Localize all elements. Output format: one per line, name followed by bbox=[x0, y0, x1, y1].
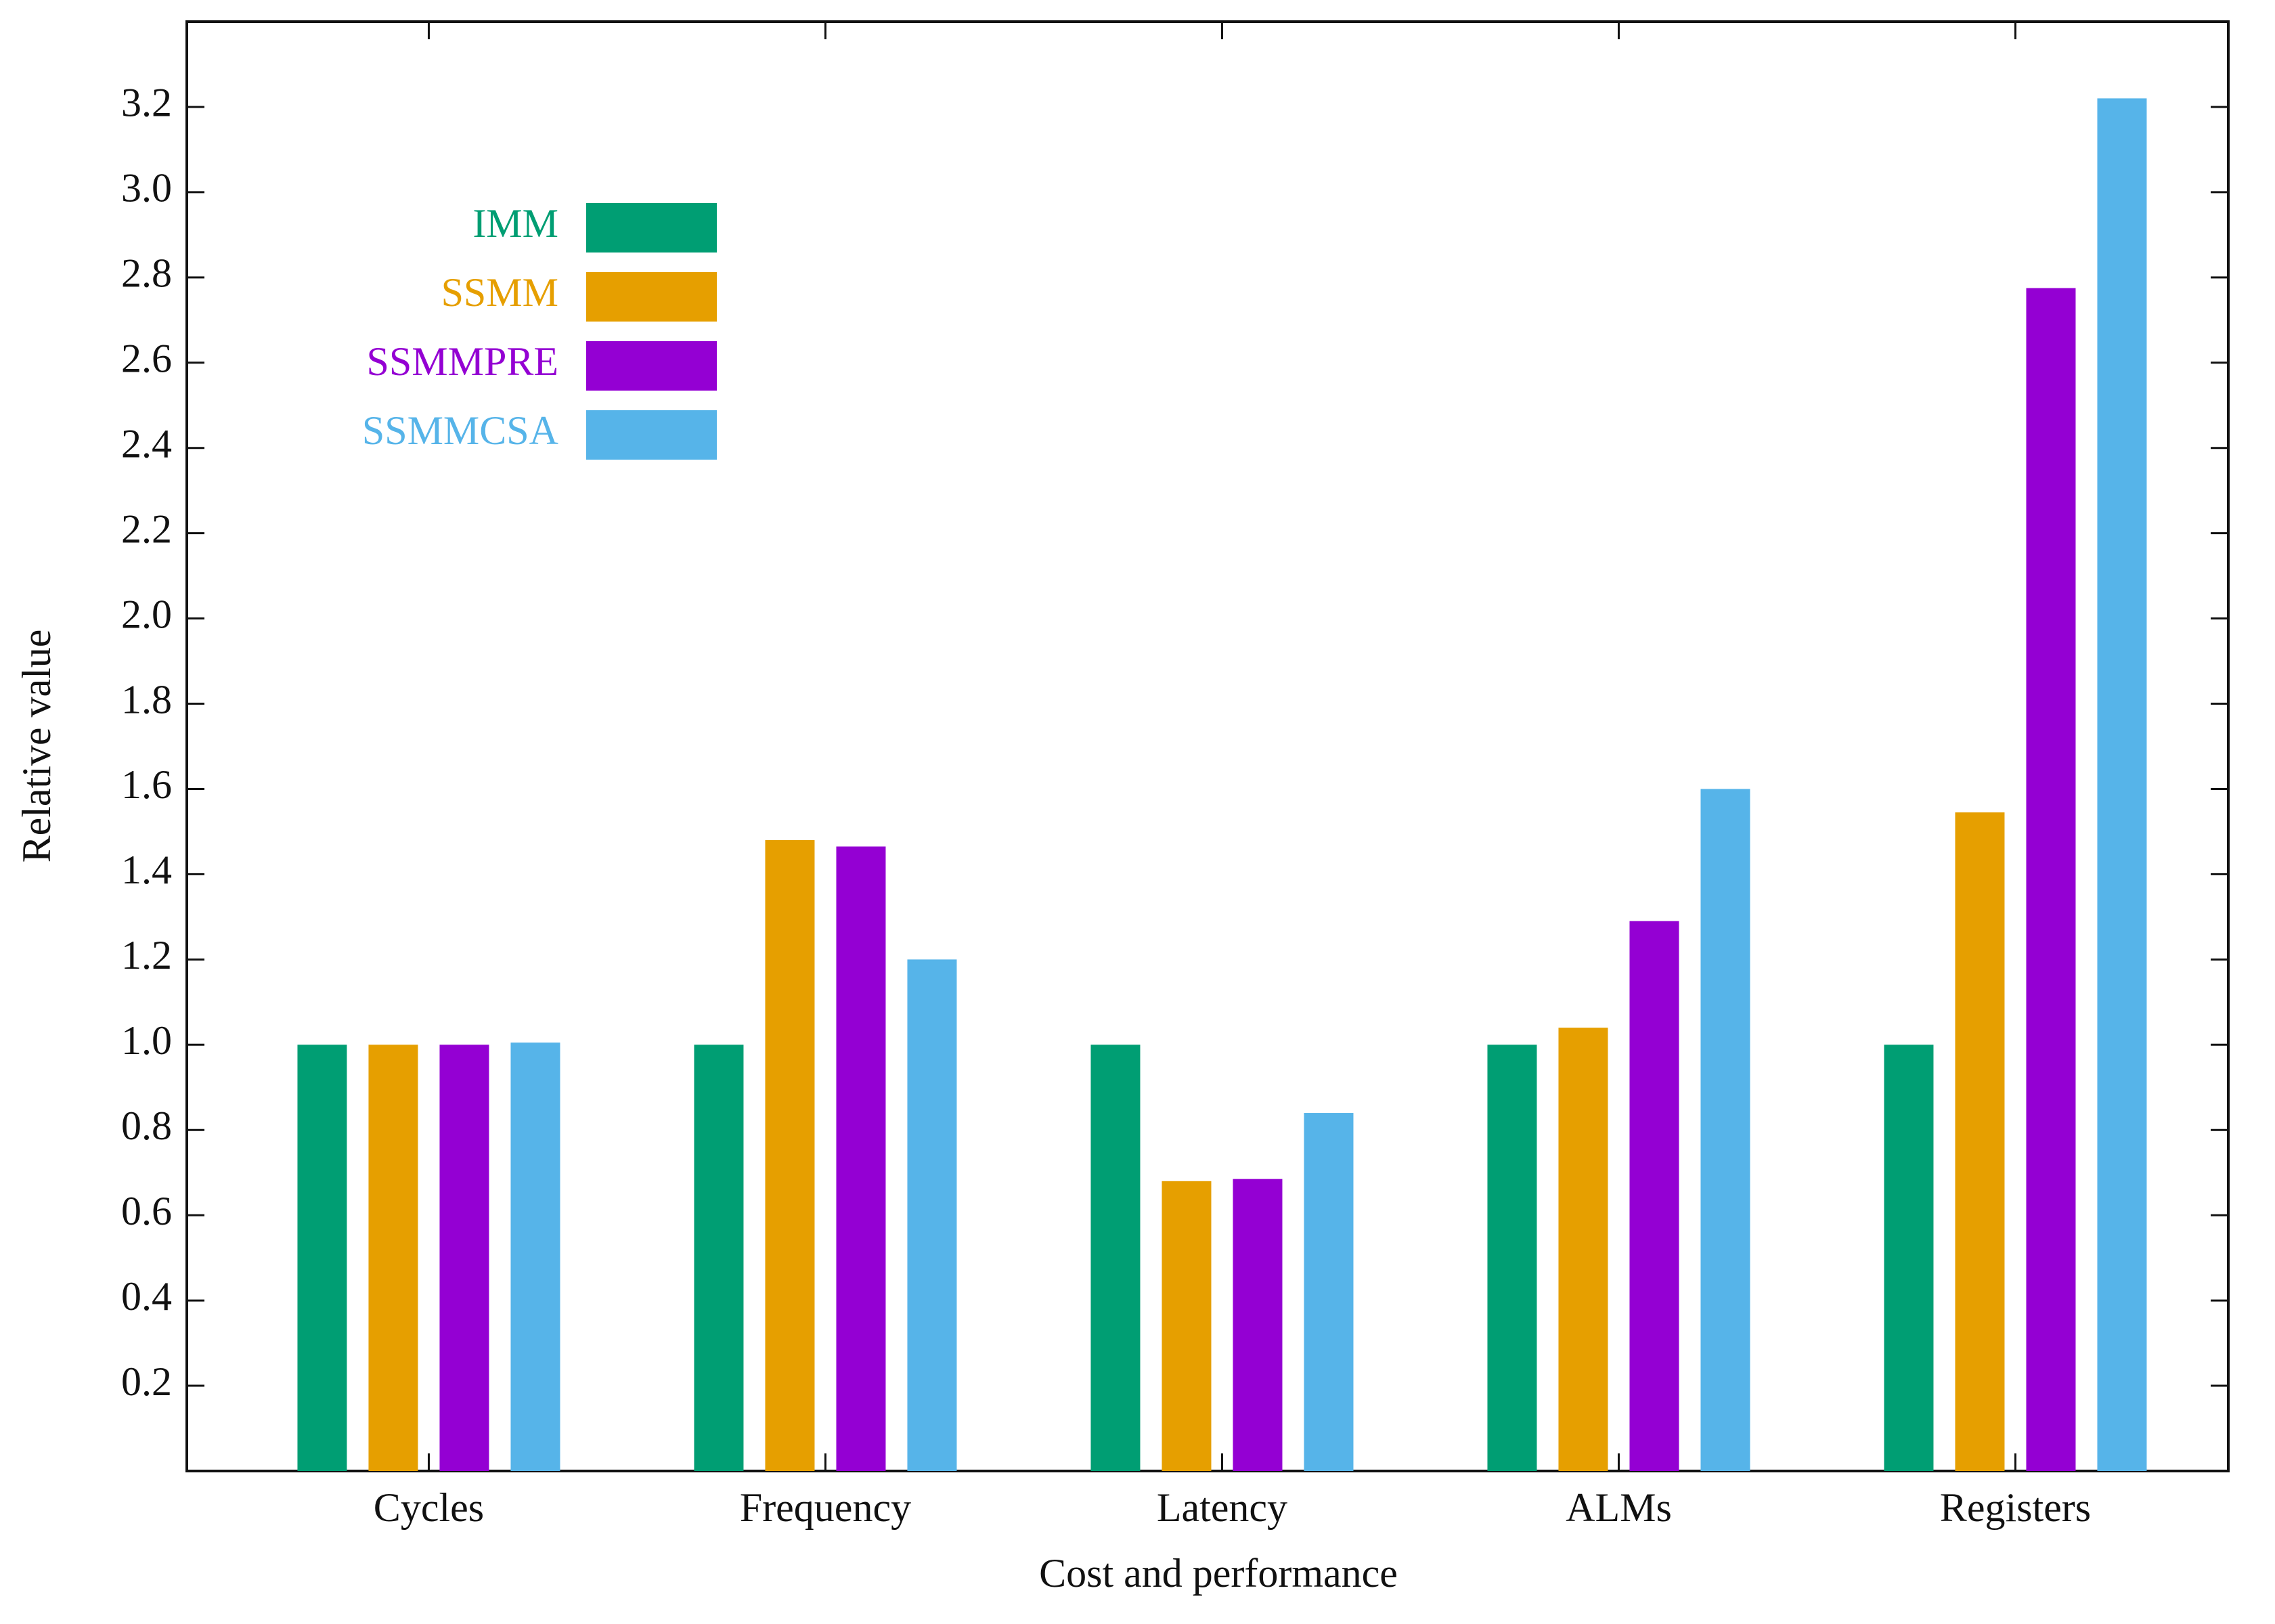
y-tick-label: 0.2 bbox=[121, 1359, 172, 1404]
bar bbox=[1884, 1045, 1934, 1471]
y-tick-label: 2.2 bbox=[121, 506, 172, 551]
y-tick-label: 0.4 bbox=[121, 1274, 172, 1319]
y-tick-label: 2.6 bbox=[121, 336, 172, 381]
y-tick-label: 1.6 bbox=[121, 762, 172, 807]
x-tick-label: Registers bbox=[1940, 1485, 2091, 1530]
bar bbox=[1558, 1028, 1608, 1471]
y-tick-label: 1.4 bbox=[121, 848, 172, 892]
legend-label: SSMM bbox=[441, 270, 558, 315]
legend-label: IMM bbox=[472, 201, 558, 246]
x-tick-label: Cycles bbox=[374, 1485, 484, 1530]
x-tick-label: ALMs bbox=[1566, 1485, 1672, 1530]
y-tick-label: 2.0 bbox=[121, 592, 172, 636]
bar bbox=[297, 1045, 347, 1471]
y-tick-label: 1.8 bbox=[121, 677, 172, 722]
bar bbox=[1629, 921, 1679, 1471]
bar bbox=[368, 1045, 418, 1471]
bar bbox=[1955, 812, 2005, 1471]
bar bbox=[1487, 1045, 1537, 1471]
y-tick-label: 3.2 bbox=[121, 81, 172, 125]
legend-swatch bbox=[586, 341, 717, 391]
y-axis-title: Relative value bbox=[14, 630, 59, 863]
y-tick-label: 0.6 bbox=[121, 1189, 172, 1233]
y-tick-label: 3.0 bbox=[121, 166, 172, 211]
y-tick-label: 2.8 bbox=[121, 251, 172, 296]
bar bbox=[2026, 288, 2076, 1471]
legend-swatch bbox=[586, 410, 717, 460]
bar bbox=[1700, 789, 1750, 1471]
bar bbox=[1233, 1179, 1283, 1471]
x-tick-label: Frequency bbox=[740, 1485, 911, 1530]
bar bbox=[439, 1045, 489, 1471]
x-axis-title: Cost and performance bbox=[1039, 1551, 1398, 1596]
bar bbox=[907, 959, 957, 1471]
y-tick-label: 1.0 bbox=[121, 1018, 172, 1063]
bar bbox=[1304, 1113, 1354, 1471]
bar bbox=[836, 846, 886, 1471]
bar bbox=[694, 1045, 744, 1471]
y-tick-label: 0.8 bbox=[121, 1103, 172, 1148]
legend-swatch bbox=[586, 203, 717, 253]
bar bbox=[765, 840, 815, 1471]
bar bbox=[2097, 98, 2147, 1472]
legend-label: SSMMPRE bbox=[367, 339, 558, 384]
legend-label: SSMMCSA bbox=[362, 408, 558, 453]
y-tick-label: 1.2 bbox=[121, 933, 172, 978]
y-tick-label: 2.4 bbox=[121, 421, 172, 466]
bar bbox=[1090, 1045, 1141, 1471]
bar bbox=[510, 1043, 560, 1471]
bar bbox=[1162, 1181, 1212, 1471]
legend-swatch bbox=[586, 272, 717, 322]
x-tick-label: Latency bbox=[1157, 1485, 1287, 1530]
